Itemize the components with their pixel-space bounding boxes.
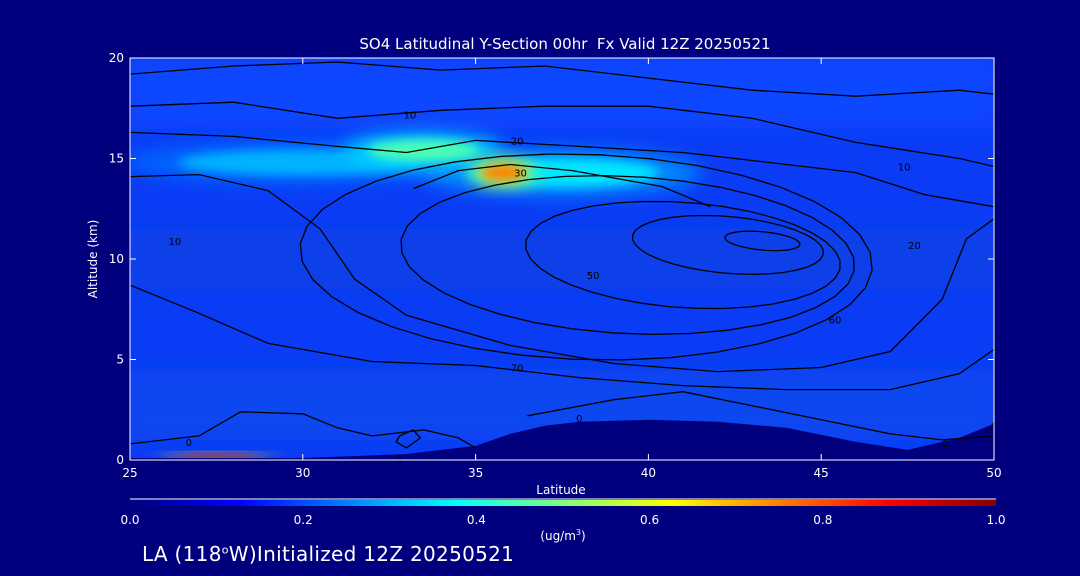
x-tick-label: 25 <box>122 466 137 480</box>
contour-labels: 0 0 0 0 10 10 10 20 20 30 50 60 70 <box>169 110 949 465</box>
footer-initialization-info: LA (118oW)Initialized 12Z 20250521 <box>142 542 514 566</box>
colorbar-tick-label: 0.2 <box>294 513 313 527</box>
concentration-core <box>174 454 258 459</box>
contour-label: 20 <box>511 136 524 147</box>
contour-line <box>130 61 994 97</box>
colorbar-unit-label: (ug/m3) <box>540 528 585 543</box>
contour-line <box>130 284 994 391</box>
contour-lines <box>130 61 994 449</box>
contour-ring <box>724 230 801 252</box>
colorbar-tick-label: 0.6 <box>640 513 659 527</box>
colorbar-tick-label: 0.8 <box>813 513 832 527</box>
contour-ring <box>631 214 824 276</box>
y-tick-label: 20 <box>109 51 124 65</box>
colorbar-ramp <box>130 500 996 506</box>
degree-symbol: o <box>221 543 229 557</box>
contour-label: 60 <box>829 315 842 326</box>
y-tick-label: 0 <box>116 453 124 467</box>
contour-line <box>130 131 994 208</box>
contour-label: 70 <box>511 364 524 375</box>
contour-line <box>413 163 711 208</box>
contour-line <box>527 391 994 441</box>
contour-ring <box>299 153 873 361</box>
terrain <box>130 419 994 460</box>
plot-area: 0 0 0 0 10 10 10 20 20 30 50 60 70 25 30 35 40 45 50 0 5 10… <box>109 51 1002 480</box>
contour-label: 10 <box>404 110 417 121</box>
contour-line <box>130 101 994 168</box>
contour-line <box>130 173 994 373</box>
contour-ring <box>400 174 855 336</box>
colorbar-tick-label: 0.0 <box>120 513 139 527</box>
contour-ring <box>525 200 841 310</box>
terrain-mask <box>130 419 994 460</box>
concentration-core <box>481 164 526 181</box>
contour-label: 50 <box>587 271 600 282</box>
y-axis-label: Altitude (km) <box>86 220 100 299</box>
contour-label: 10 <box>898 163 911 174</box>
colorbar-tick-label: 0.4 <box>467 513 486 527</box>
contour-label: 10 <box>169 237 182 248</box>
concentration-field <box>130 58 994 460</box>
contour-label: 0 <box>942 439 948 450</box>
colorbar-tick-label: 1.0 <box>986 513 1005 527</box>
upper-band <box>130 58 994 129</box>
x-axis-label: Latitude <box>536 483 585 497</box>
x-tick-label: 50 <box>986 466 1001 480</box>
colorbar: 0.0 0.2 0.4 0.6 0.8 1.0 (ug/m3) <box>120 498 1006 543</box>
y-tick-label: 15 <box>109 152 124 166</box>
contour-label: 0 <box>576 414 582 425</box>
y-tick-label: 5 <box>116 353 124 367</box>
contour-line <box>989 421 994 431</box>
contour-label: 0 <box>396 454 402 465</box>
contour-label: 30 <box>514 169 527 180</box>
y-axis-ticks: 0 5 10 15 20 <box>109 51 994 467</box>
footer-location: LA (118 <box>142 542 222 566</box>
x-tick-label: 30 <box>295 466 310 480</box>
x-axis-ticks: 25 30 35 40 45 50 <box>122 58 1002 480</box>
chart-title: SO4 Latitudinal Y-Section 00hr Fx Valid … <box>359 35 770 53</box>
contour-ring <box>395 429 422 449</box>
colorbar-ticks: 0.0 0.2 0.4 0.6 0.8 1.0 <box>120 513 1005 527</box>
x-tick-label: 40 <box>641 466 656 480</box>
contour-line <box>130 411 476 449</box>
contour-label: 20 <box>908 241 921 252</box>
x-tick-label: 45 <box>814 466 829 480</box>
x-tick-label: 35 <box>468 466 483 480</box>
footer-init-time: W)Initialized 12Z 20250521 <box>228 542 515 566</box>
contour-label: 0 <box>186 438 192 449</box>
y-tick-label: 10 <box>109 252 124 266</box>
